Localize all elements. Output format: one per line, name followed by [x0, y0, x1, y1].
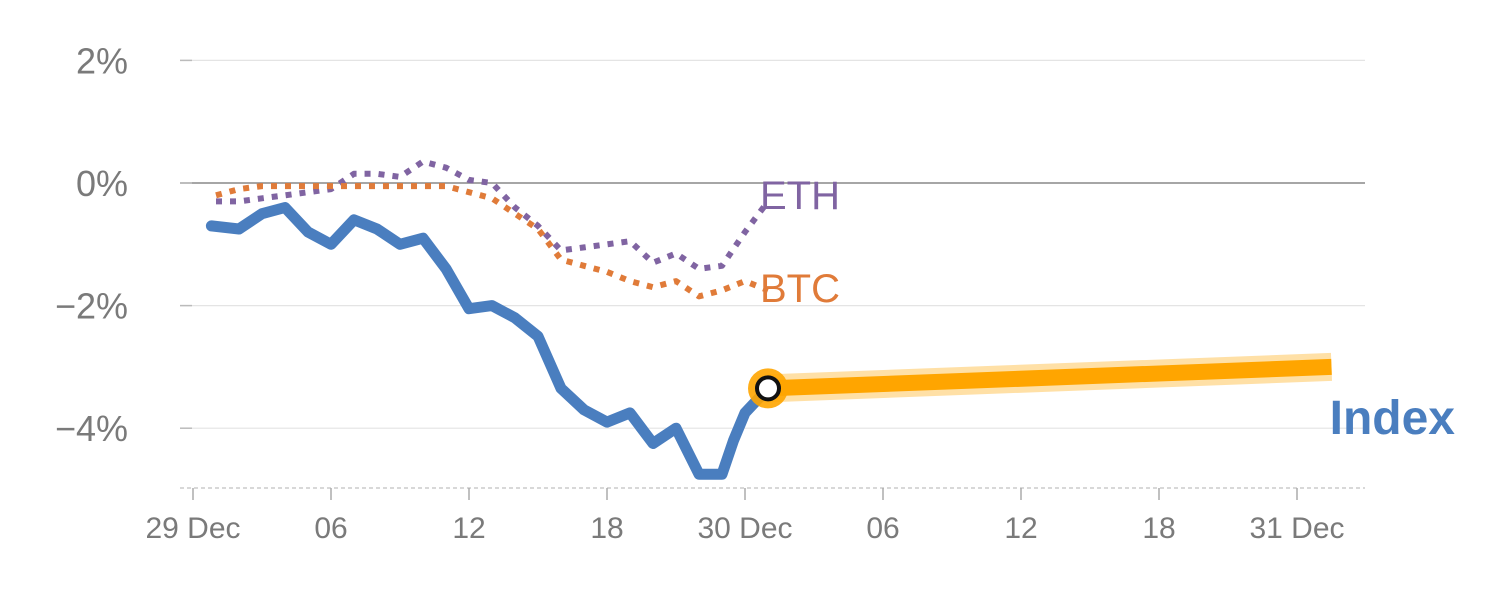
series-label-btc: BTC — [760, 267, 840, 311]
current-point-marker — [748, 368, 788, 409]
x-axis: 29 Dec 06 12 18 30 Dec 06 12 18 31 Dec — [145, 487, 1365, 545]
x-tick-label: 18 — [590, 512, 623, 545]
x-tick-label: 06 — [866, 512, 899, 545]
y-gridlines — [180, 59, 1365, 429]
y-tick-label: 0% — [76, 163, 128, 204]
series-line-btc — [215, 183, 770, 300]
series-lines — [205, 158, 774, 480]
y-axis-labels: 2% 0% −2% −4% — [55, 40, 128, 449]
series-label-index: Index — [1330, 392, 1456, 445]
marker-dot — [755, 375, 781, 402]
series-line-index — [205, 202, 774, 480]
y-tick-label: −2% — [55, 286, 128, 327]
x-tick-label: 30 Dec — [697, 512, 792, 545]
series-label-eth: ETH — [760, 174, 840, 218]
forecast-band — [767, 352, 1333, 403]
forecast-band-line — [767, 358, 1332, 397]
x-tick-label: 12 — [452, 512, 485, 545]
series-labels: ETH BTC Index — [760, 174, 1455, 445]
y-tick-label: 2% — [76, 40, 128, 81]
x-tick-label: 06 — [314, 512, 347, 545]
x-tick-label: 31 Dec — [1249, 512, 1344, 545]
x-tick-label: 18 — [1142, 512, 1175, 545]
y-tick-label: −4% — [55, 408, 128, 449]
x-tick-label: 29 Dec — [145, 512, 240, 545]
x-tick-label: 12 — [1004, 512, 1037, 545]
